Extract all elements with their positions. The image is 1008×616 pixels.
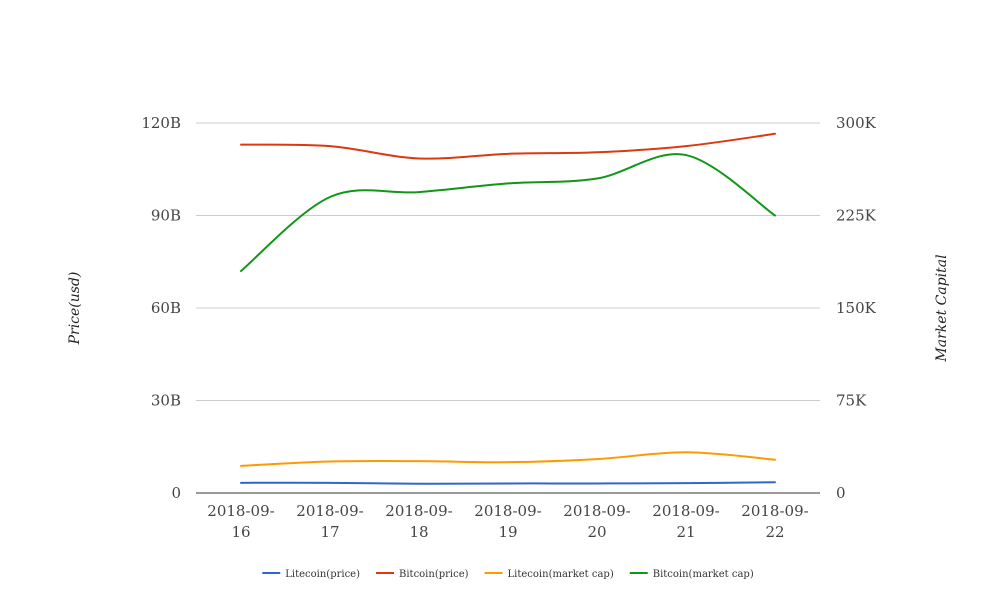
legend-item: Bitcoin(market cap) [629, 569, 754, 580]
x-tick-label-line: 2018-09- [296, 502, 363, 520]
series-line-litecoin-market-cap [240, 451, 776, 467]
x-tick-label: 2018-09- 17 [296, 502, 363, 541]
legend-label: Litecoin(market cap) [508, 569, 614, 580]
y-left-tick-label: 90B [151, 207, 181, 225]
x-tick-label-line: 2018-09- [563, 502, 630, 520]
x-tick-label: 2018-09- 18 [385, 502, 452, 541]
y-right-tick-label: 75K [836, 392, 867, 410]
x-tick-label: 2018-09- 19 [474, 502, 541, 541]
series-line-bitcoin-price [240, 132, 776, 160]
legend-item: Litecoin(market cap) [484, 569, 614, 580]
legend-item: Bitcoin(price) [376, 569, 469, 580]
y-left-tick-label: 0 [171, 484, 181, 502]
grid-layer [196, 122, 820, 401]
x-tick-label-line: 2018-09- [652, 502, 719, 520]
x-tick-label-line: 20 [587, 523, 606, 541]
y-left-tick-label: 60B [151, 299, 181, 317]
x-tick-label-line: 2018-09- [385, 502, 452, 520]
x-tick-label-line: 18 [409, 523, 428, 541]
x-tick-label: 2018-09- 16 [207, 502, 274, 541]
legend-label: Bitcoin(price) [399, 569, 469, 580]
axis-layer: 0 30B 60B 90B 120B 0 75K 150K 225K 300K 2018-09- 16… [141, 114, 876, 541]
x-tick-label-line: 2018-09- [207, 502, 274, 520]
x-tick-label: 2018-09- 21 [652, 502, 719, 541]
legend-label: Bitcoin(market cap) [653, 569, 754, 580]
x-tick-label-line: 21 [676, 523, 695, 541]
legend: Litecoin(price) Bitcoin(price) Litecoin(ma… [262, 569, 754, 580]
x-tick-label-line: 22 [765, 523, 784, 541]
x-tick-label-line: 16 [231, 523, 250, 541]
y-right-tick-label: 150K [836, 299, 877, 317]
legend-item: Litecoin(price) [262, 569, 360, 580]
series-layer [240, 132, 776, 485]
y-axis-left-title: Price(usd) [67, 272, 83, 346]
x-tick-label-line: 2018-09- [474, 502, 541, 520]
x-tick-label-line: 2018-09- [741, 502, 808, 520]
series-line-bitcoin-market-cap [240, 153, 776, 272]
y-left-tick-label: 120B [141, 114, 181, 132]
y-axis-right-title: Market Capital [934, 254, 950, 362]
y-right-tick-label: 300K [836, 114, 877, 132]
y-left-tick-label: 30B [151, 392, 181, 410]
x-tick-label-line: 17 [320, 523, 339, 541]
legend-label: Litecoin(price) [285, 569, 360, 580]
y-right-tick-label: 225K [836, 207, 877, 225]
x-tick-label: 2018-09- 20 [563, 502, 630, 541]
series-line-litecoin-price [240, 481, 776, 485]
y-right-tick-label: 0 [836, 484, 846, 502]
x-tick-label: 2018-09- 22 [741, 502, 808, 541]
x-tick-label-line: 19 [498, 523, 517, 541]
